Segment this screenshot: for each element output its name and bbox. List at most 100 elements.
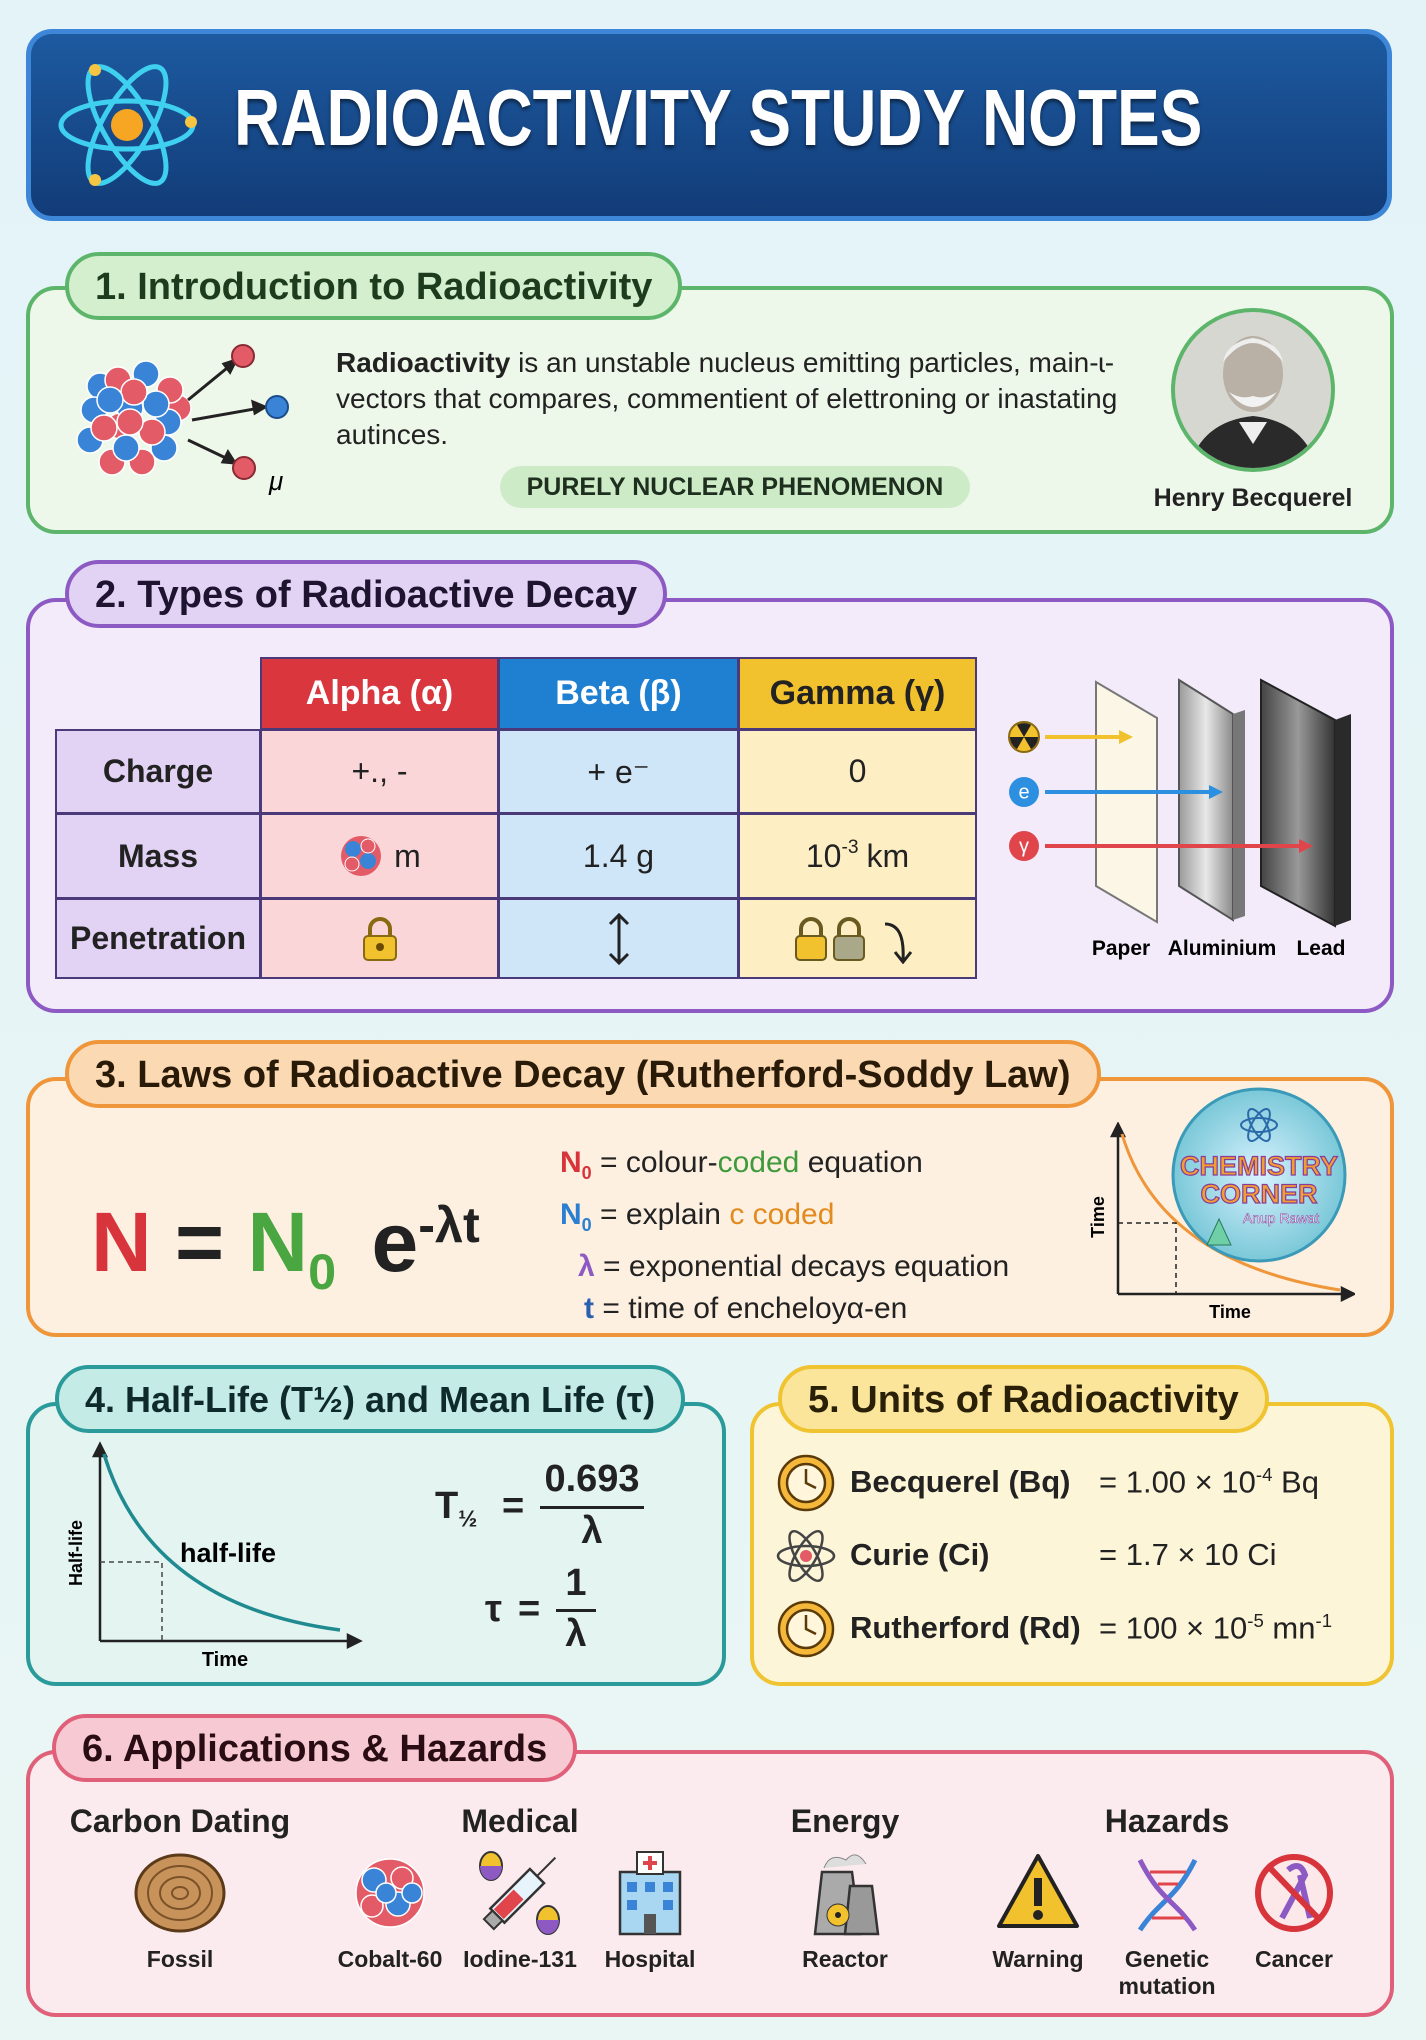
unit-icons (776, 1454, 836, 1658)
legend-line: N0 = colour-coded equation (560, 1142, 1009, 1194)
nucleon (120, 378, 148, 406)
legend-text: = explain (600, 1198, 721, 1231)
section-title: 1. Introduction to Radioactivity (65, 252, 683, 320)
logo-text: CORNER (1200, 1179, 1317, 1209)
material-label: Aluminium (1168, 937, 1277, 960)
material-label: Lead (1296, 937, 1345, 960)
value-text: Bq (1281, 1464, 1319, 1500)
source-label: e (1018, 781, 1029, 803)
legend-text: = exponential decays equation (603, 1250, 1010, 1283)
nucleon (90, 414, 118, 442)
formula-eq: = (518, 1588, 541, 1630)
decay-equation: N = N0 e-λt (91, 1175, 480, 1322)
intro-body: is an unstable nucleus emitting particle… (336, 347, 1118, 450)
logo-text: CHEMISTRY (1180, 1151, 1338, 1181)
formula-lhs: T½ (435, 1485, 477, 1533)
legend-sub: 0 (581, 1163, 592, 1183)
nucleon (142, 390, 170, 418)
section-title: 5. Units of Radioactivity (778, 1365, 1269, 1433)
formula-symbol: T (435, 1485, 459, 1527)
nucleon (112, 434, 140, 462)
item-label: Cancer (1255, 1946, 1333, 1972)
item-label: Iodine-131 (463, 1946, 577, 1972)
value-sup: -5 (1247, 1610, 1264, 1631)
formula-lhs: τ (485, 1588, 502, 1630)
legend-text: equation (807, 1146, 923, 1179)
legend-symbol: λ (578, 1250, 595, 1283)
table-cell: + e⁻ (498, 729, 739, 814)
legend-line: λ = exponential decays equation (560, 1246, 1009, 1288)
table-header: Gamma (γ) (738, 657, 977, 730)
section-title: 3. Laws of Radioactive Decay (Rutherford… (65, 1040, 1101, 1108)
portrait (1171, 308, 1335, 472)
value-text: Ci (1247, 1537, 1277, 1572)
formula-eq: = (502, 1485, 525, 1527)
legend-symbol: N (560, 1198, 582, 1231)
legend-symbol: t (584, 1292, 594, 1325)
table-header: Beta (β) (498, 657, 739, 730)
legend-sub: 0 (581, 1215, 592, 1235)
curve-label: half-life (180, 1538, 276, 1568)
table-cell: 1.4 g (498, 813, 739, 899)
axis-label: Time (1090, 1196, 1108, 1238)
value-text: = 1.7 × 10 (1099, 1537, 1239, 1572)
legend-text: coded (717, 1146, 800, 1179)
atom-logo (58, 64, 197, 186)
value-text: = 100 × 10 (1099, 1610, 1248, 1646)
axis-label: Time (1209, 1302, 1251, 1322)
equation-legend: N0 = colour-coded equation N0 = explain … (560, 1142, 1009, 1330)
nucleus-diagram: μ (76, 344, 289, 496)
unit-name: Rutherford (Rd) (850, 1610, 1081, 1645)
axis-label: Time (202, 1649, 248, 1671)
arrow-icon (608, 912, 629, 965)
eq-base: e (371, 1195, 419, 1289)
lock-icon (362, 916, 397, 961)
nucleon (116, 408, 144, 436)
formula-denominator: λ (581, 1510, 603, 1552)
nucleon (96, 386, 124, 414)
section-box (750, 1402, 1394, 1686)
locks-icon (794, 916, 912, 964)
row-label: Penetration (55, 898, 261, 979)
section-title: 2. Types of Radioactive Decay (65, 560, 668, 628)
legend-symbol: N (560, 1146, 582, 1179)
item-label: Fossil (146, 1946, 214, 1972)
intro-text: Radioactivity is an unstable nucleus emi… (336, 345, 1136, 453)
item-label: Cobalt-60 (337, 1946, 443, 1972)
table-header: Alpha (α) (260, 657, 499, 730)
section-title: 6. Applications & Hazards (52, 1714, 578, 1782)
source-label: γ (1019, 835, 1029, 857)
item-label: Warning (992, 1946, 1084, 1972)
legend-text: c coded (729, 1198, 835, 1231)
logo-author: Anup Rawat (1243, 1210, 1319, 1226)
formula-numerator: 1 (565, 1562, 587, 1604)
legend-text: = colour- (600, 1146, 718, 1179)
mass-base: 10 (805, 837, 842, 874)
table-cell (498, 898, 739, 979)
mass-exponent: -3 (841, 837, 859, 858)
item-label: Genetic mutation (1118, 1946, 1216, 1999)
table-cell: +., - (260, 729, 499, 814)
table-cell-text: m (394, 837, 421, 874)
application-icons (134, 1851, 1333, 1936)
badge: PURELY NUCLEAR PHENOMENON (500, 466, 970, 508)
unit-value: = 1.7 × 10 Ci (1099, 1537, 1277, 1573)
shielding-diagram: e γ Paper Aluminium Lead (1008, 678, 1351, 960)
axis-label: Half-life (66, 1520, 86, 1586)
value-sup: -1 (1315, 1610, 1333, 1631)
header (26, 29, 1392, 221)
page-title: RADIOACTIVITY STUDY NOTES (234, 73, 1203, 162)
eq-equals: = (175, 1195, 225, 1289)
legend-text: = time of encheloyα-en (602, 1292, 908, 1325)
formula-sub: ½ (458, 1505, 478, 1532)
fraction-line (540, 1506, 644, 1509)
value-text: mn (1272, 1610, 1316, 1646)
formula-numerator: 0.693 (544, 1458, 640, 1500)
eq-exponent: -λt (418, 1196, 480, 1253)
row-label: Mass (55, 813, 261, 899)
portrait-caption: Henry Becquerel (1153, 484, 1353, 512)
formula-denominator: λ (565, 1613, 587, 1655)
unit-value: = 100 × 10-5 mn-1 (1099, 1610, 1332, 1646)
eq-n0-sub: 0 (308, 1242, 337, 1300)
